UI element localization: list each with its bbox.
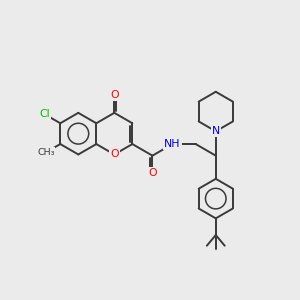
Text: CH₃: CH₃ (37, 148, 55, 157)
Text: Cl: Cl (40, 110, 50, 119)
Text: O: O (110, 90, 118, 100)
Text: N: N (212, 126, 220, 136)
Text: O: O (110, 149, 118, 160)
Text: O: O (148, 168, 157, 178)
Text: NH: NH (164, 139, 181, 149)
